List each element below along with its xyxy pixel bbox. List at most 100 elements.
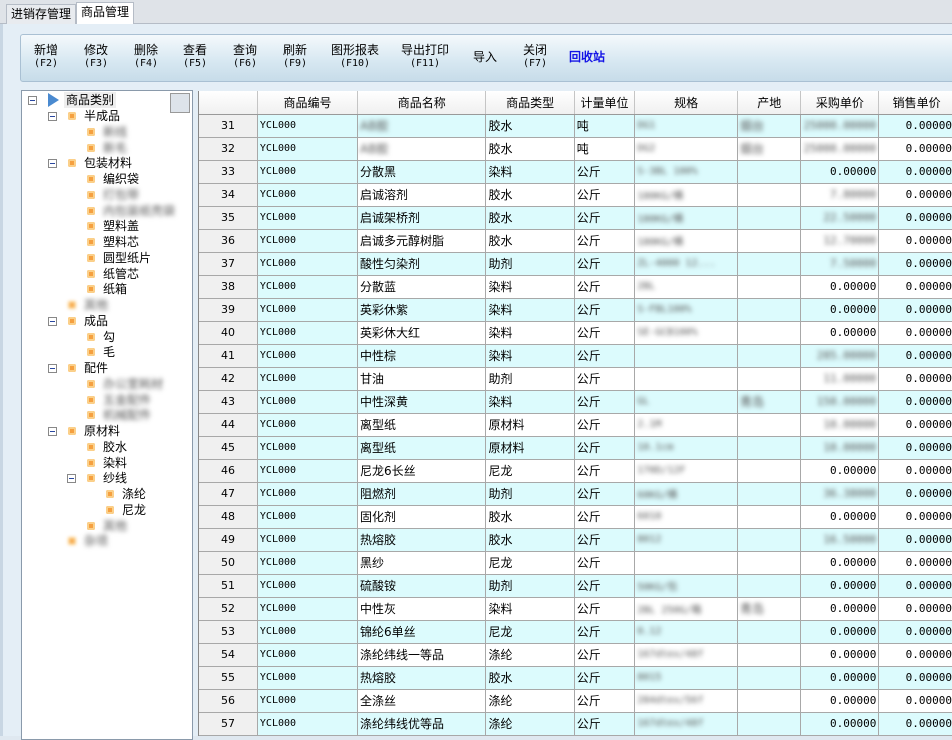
table-row[interactable]: 31 YCL000 AB胶 胶水 吨 DG1 烟台 25000.00000 0.00000 (199, 114, 952, 138)
table-row[interactable]: 43 YCL000 中性深黄 染料 公斤 GL 青岛 150.00000 0.00000 (199, 390, 952, 414)
add-button[interactable]: 新增 (F2) (34, 44, 58, 70)
collapse-icon[interactable] (67, 474, 76, 484)
table-cell: 原材料 (485, 436, 575, 460)
table-row[interactable]: 32 YCL000 AB胶 胶水 吨 DG2 烟台 25000.00000 0.00000 (199, 137, 952, 161)
chart-report-button[interactable]: 图形报表 (F10) (331, 44, 379, 70)
column-header[interactable]: 采购单价 (800, 91, 880, 115)
tree-node[interactable]: 塑料芯 (22, 234, 192, 250)
table-cell: 0.00000 (800, 712, 880, 736)
column-header[interactable]: 商品编号 (257, 91, 359, 115)
table-cell: 胶水 (485, 206, 575, 230)
table-row[interactable]: 44 YCL000 离型纸 原材料 公斤 2.1M 10.00000 0.00000 (199, 413, 952, 437)
table-row[interactable]: 53 YCL000 锦纶6单丝 尼龙 公斤 0.12 0.00000 0.00000 (199, 620, 952, 644)
export-print-button[interactable]: 导出打印 (F11) (401, 44, 449, 70)
table-row[interactable]: 55 YCL000 热熔胶 胶水 公斤 8015 0.00000 0.00000 (199, 666, 952, 690)
collapse-icon[interactable] (48, 316, 57, 326)
table-cell (634, 344, 738, 368)
tree-node[interactable]: 内包装纸壳袋 (22, 203, 192, 219)
table-row[interactable]: 56 YCL000 全涤丝 涤纶 公斤 284dtex/56f 0.00000 0.00000 (199, 689, 952, 713)
cell-value: 公斤 (576, 418, 601, 432)
tree-node[interactable]: 打包带 (22, 187, 192, 203)
table-cell: 0.00000 (800, 574, 880, 598)
table-row[interactable]: 54 YCL000 涤纶纬线一等品 涤纶 公斤 167dtex/48f 0.00000 0.0… (199, 643, 952, 667)
tree-node[interactable]: 尼龙 (22, 502, 192, 518)
table-row[interactable]: 34 YCL000 启诚溶剂 胶水 公斤 180KG/桶 7.80000 0.00000 (199, 183, 952, 207)
column-header[interactable]: 规格 (634, 91, 738, 115)
import-button[interactable]: 导入 (473, 51, 497, 64)
tree-node[interactable]: 其他 (22, 297, 192, 313)
column-header[interactable] (199, 91, 258, 115)
tree-node[interactable]: 成品 (22, 313, 192, 329)
tree-node[interactable]: 办公室耗材 (22, 376, 192, 392)
table-row[interactable]: 50 YCL000 黑纱 尼龙 公斤 0.00000 0.00000 (199, 551, 952, 575)
collapse-icon[interactable] (48, 112, 57, 121)
refresh-button[interactable]: 刷新 (F9) (283, 44, 307, 70)
table-cell: 胶水 (485, 137, 575, 161)
table-row[interactable]: 37 YCL000 酸性匀染剂 助剂 公斤 ZL-4000 12... 7.50000 0.0… (199, 252, 952, 276)
column-header[interactable]: 商品名称 (357, 91, 487, 115)
close-button[interactable]: 关闭 (F7) (523, 44, 547, 70)
table-cell: 染料 (485, 321, 575, 345)
table-row[interactable]: 33 YCL000 分散黑 染料 公斤 S-3BL 100% 0.00000 0.00000 (199, 160, 952, 184)
tree-node[interactable]: 新线 (22, 124, 192, 140)
column-header[interactable]: 产地 (737, 91, 802, 115)
delete-button[interactable]: 删除 (F4) (134, 44, 158, 70)
table-row[interactable]: 42 YCL000 甘油 助剂 公斤 11.00000 0.00000 (199, 367, 952, 391)
tree-node[interactable]: 其他 (22, 518, 192, 534)
cell-value: 34 (220, 188, 235, 201)
tree-node[interactable]: 染料 (22, 455, 192, 471)
table-row[interactable]: 41 YCL000 中性棕 染料 公斤 285.00000 0.00000 (199, 344, 952, 368)
table-row[interactable]: 40 YCL000 英彩休大红 染料 公斤 SE-GCB100% 0.00000 0.0000… (199, 321, 952, 345)
view-button[interactable]: 查看 (F5) (183, 44, 207, 70)
table-row[interactable]: 35 YCL000 启诚架桥剂 胶水 公斤 180KG/桶 22.50000 0.00000 (199, 206, 952, 230)
tree-node[interactable]: 机械配件 (22, 407, 192, 423)
tree-node[interactable]: 五金配件 (22, 392, 192, 408)
column-header[interactable]: 销售单价 (878, 91, 952, 115)
column-header[interactable]: 商品类型 (485, 91, 575, 115)
table-cell: 35 (199, 206, 258, 230)
table-row[interactable]: 48 YCL000 固化剂 胶水 公斤 6010 0.00000 0.00000 (199, 505, 952, 529)
table-row[interactable]: 38 YCL000 分散蓝 染料 公斤 2BL 0.00000 0.00000 (199, 275, 952, 299)
tree-node[interactable]: 纸管芯 (22, 266, 192, 282)
table-row[interactable]: 45 YCL000 离型纸 原材料 公斤 10.1cm 10.00000 0.00000 (199, 436, 952, 460)
table-row[interactable]: 39 YCL000 英彩休紫 染料 公斤 S-FBL100% 0.00000 0.00000 (199, 298, 952, 322)
cell-value: 2BL 250G/箱 (637, 605, 702, 616)
query-button[interactable]: 查询 (F6) (233, 44, 257, 70)
tree-node[interactable]: 勾 (22, 329, 192, 345)
table-cell: 0.00000 (800, 321, 880, 345)
tree-node[interactable]: 新毛 (22, 140, 192, 156)
collapse-icon[interactable] (48, 159, 57, 169)
tree-node[interactable]: 毛 (22, 344, 192, 360)
table-row[interactable]: 46 YCL000 尼龙6长丝 尼龙 公斤 170D/12F 0.00000 0.00000 (199, 459, 952, 483)
tree-node[interactable]: 原材料 (22, 423, 192, 439)
collapse-icon[interactable] (48, 364, 57, 373)
edit-button[interactable]: 修改 (F3) (84, 44, 108, 70)
table-cell: 31 (199, 114, 258, 138)
collapse-icon[interactable] (48, 427, 57, 436)
tree-node[interactable]: 编织袋 (22, 171, 192, 187)
recycle-bin-button[interactable]: 回收站 (569, 51, 605, 64)
table-row[interactable]: 51 YCL000 硫酸铵 助剂 公斤 50KG/包 0.00000 0.00000 (199, 574, 952, 598)
tab-product-management[interactable]: 商品管理 (76, 2, 135, 24)
tree-node[interactable]: 涤纶 (22, 486, 192, 502)
tree-node[interactable]: 半成品 (22, 108, 192, 124)
tree-node[interactable]: 包装材料 (22, 155, 192, 171)
tree-node[interactable]: 圆型纸片 (22, 250, 192, 266)
tab-inventory-management[interactable]: 进销存管理 (6, 4, 77, 24)
tree-node[interactable]: 杂项 (22, 533, 192, 549)
table-row[interactable]: 52 YCL000 中性灰 染料 公斤 2BL 250G/箱 青岛 0.00000 0.0000… (199, 597, 952, 621)
tree-node[interactable]: 胶水 (22, 439, 192, 455)
table-row[interactable]: 49 YCL000 热熔胶 胶水 公斤 8012 16.50000 0.00000 (199, 528, 952, 552)
tree-node[interactable]: 纸箱 (22, 281, 192, 297)
table-row[interactable]: 36 YCL000 启诚多元醇树脂 胶水 公斤 180KG/桶 12.70000 0.0000… (199, 229, 952, 253)
collapse-icon[interactable] (28, 96, 37, 105)
cell-value: 11.00000 (823, 372, 877, 385)
tree-node[interactable]: 纱线 (22, 470, 192, 486)
table-row[interactable]: 57 YCL000 涤纶纬线优等品 涤纶 公斤 167dtex/48f 0.00000 0.0… (199, 712, 952, 736)
column-header[interactable]: 计量单位 (574, 91, 636, 115)
tree-toggle-button[interactable] (170, 93, 190, 113)
tree-node[interactable]: 配件 (22, 360, 192, 376)
tree-node[interactable]: 塑料盖 (22, 218, 192, 234)
table-row[interactable]: 47 YCL000 阻燃剂 助剂 公斤 60KG/桶 36.38000 0.00000 (199, 482, 952, 506)
category-node-icon (87, 379, 95, 388)
